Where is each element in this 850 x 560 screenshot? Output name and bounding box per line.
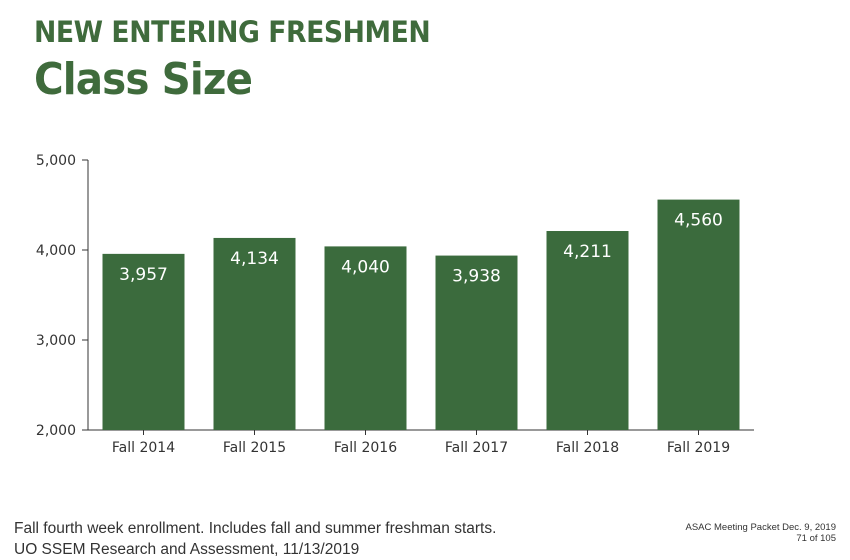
bar-value-label: 4,211	[563, 242, 612, 262]
x-tick-label: Fall 2019	[667, 440, 730, 456]
packet-title: ASAC Meeting Packet Dec. 9, 2019	[685, 522, 837, 533]
page-title: Class Size	[34, 54, 253, 105]
bar	[324, 246, 407, 430]
footnote: Fall fourth week enrollment. Includes fa…	[14, 518, 496, 560]
packet-info: ASAC Meeting Packet Dec. 9, 2019 71 of 1…	[686, 522, 837, 544]
footnote-line-1: Fall fourth week enrollment. Includes fa…	[14, 520, 497, 537]
bar-value-label: 4,560	[674, 211, 723, 231]
y-tick-label: 4,000	[36, 243, 76, 259]
page-number: 71 of 105	[796, 533, 836, 544]
bar-value-label: 3,957	[119, 265, 168, 285]
x-tick-label: Fall 2015	[223, 440, 286, 456]
x-tick-label: Fall 2016	[334, 440, 397, 456]
bar	[546, 231, 629, 430]
bar	[102, 253, 185, 430]
bar-value-label: 4,134	[230, 249, 279, 269]
y-tick-label: 2,000	[36, 423, 76, 439]
x-tick-label: Fall 2014	[112, 440, 175, 456]
bar-value-label: 3,938	[452, 267, 501, 287]
x-tick-label: Fall 2018	[556, 440, 619, 456]
y-tick-label: 3,000	[36, 333, 76, 349]
y-tick-label: 5,000	[36, 153, 76, 169]
header: NEW ENTERING FRESHMEN Class Size	[34, 12, 465, 108]
footnote-line-2: UO SSEM Research and Assessment, 11/13/2…	[14, 541, 360, 558]
bar-chart: 2,000 3,000 4,000 5,000 Fall 2014 3,957 Fall 2…	[36, 153, 754, 456]
x-tick-label: Fall 2017	[445, 440, 508, 456]
bar	[435, 255, 518, 430]
page-supertitle: NEW ENTERING FRESHMEN	[34, 15, 431, 49]
bar	[213, 237, 296, 430]
bar-value-label: 4,040	[341, 257, 390, 277]
bar	[657, 199, 740, 430]
